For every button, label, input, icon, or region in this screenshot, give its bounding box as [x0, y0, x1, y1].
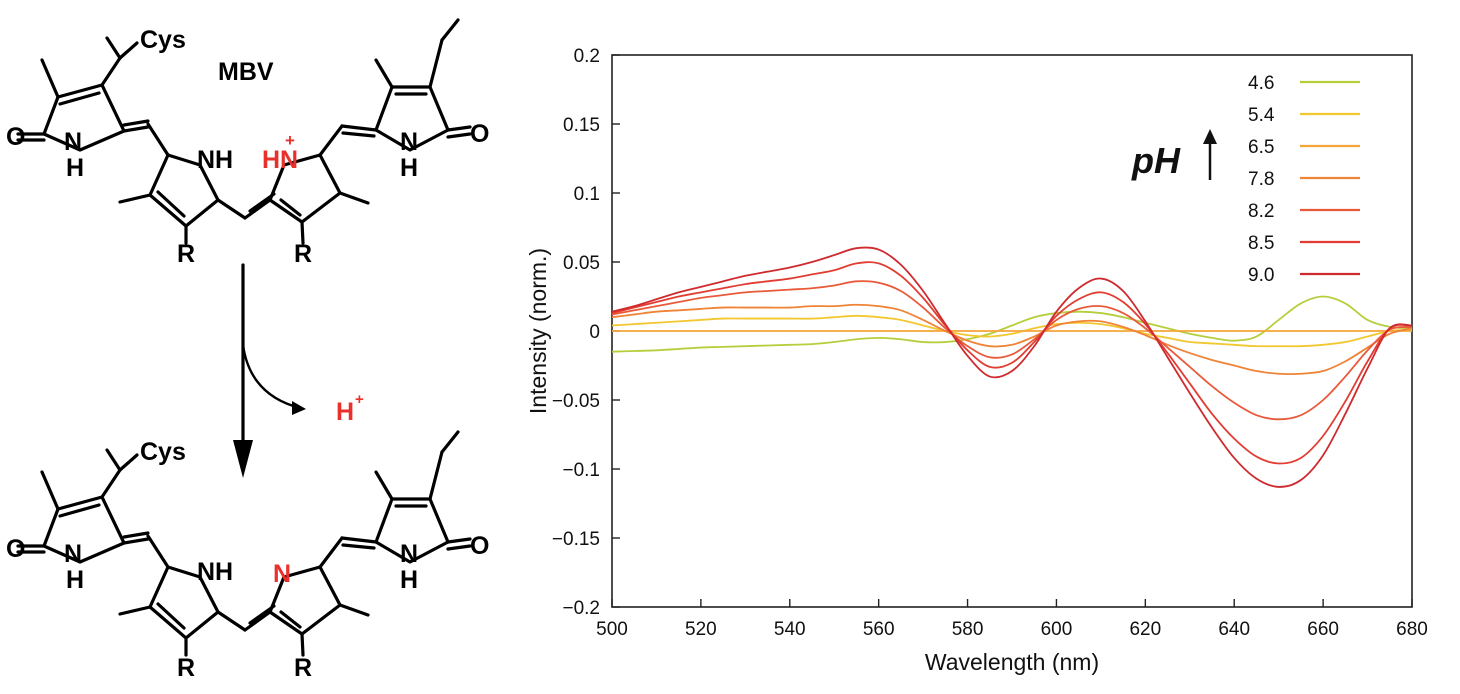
y-tick-label: 0.1 [574, 184, 600, 205]
atom-n-ring-d-bottom: N [400, 540, 418, 568]
x-axis-title: Wavelength (nm) [925, 649, 1099, 675]
series-line-ph-4-6 [611, 295, 1413, 353]
series-line-ph-9-0 [611, 246, 1413, 488]
atom-n-ring-d: N [400, 128, 418, 156]
atom-hn-protonated: HN [262, 146, 298, 174]
series-lines [611, 246, 1413, 488]
x-tick-label: 660 [1307, 619, 1339, 640]
x-tick-label: 520 [685, 619, 717, 640]
atom-o-ring-d: O [470, 120, 489, 148]
legend-label-ph-6-5: 6.5 [1248, 137, 1274, 158]
mbv-label: MBV [218, 58, 274, 86]
y-tick-label: 0.2 [574, 46, 600, 67]
r-label-ring-b-bottom: R [177, 654, 195, 682]
reaction-arrow: H + [233, 263, 364, 478]
legend-label-ph-5-4: 5.4 [1248, 105, 1275, 126]
cys-label-bottom: Cys [140, 438, 186, 466]
molecule-deprotonated: O N H Cys NH R N R N H O [6, 430, 489, 682]
x-tick-label: 540 [774, 619, 806, 640]
series-line-ph-8-2 [611, 280, 1413, 421]
legend-label-ph-7-8: 7.8 [1248, 169, 1274, 190]
series-line-ph-7-8 [611, 303, 1413, 376]
atom-n-deprotonated: N [273, 560, 291, 588]
y-tick-label: 0.05 [563, 253, 600, 274]
atom-o-ring-a-bottom: O [6, 535, 25, 563]
x-tick-label: 560 [863, 619, 895, 640]
x-tick-label: 680 [1396, 619, 1428, 640]
r-label-ring-c: R [294, 240, 312, 268]
series-line-ph-8-5 [611, 261, 1413, 465]
legend-label-ph-8-5: 8.5 [1248, 233, 1274, 254]
y-tick-label: −0.1 [562, 460, 600, 481]
y-tick-label: 0 [589, 322, 600, 343]
y-axis-title: Intensity (norm.) [525, 248, 551, 414]
cys-label-top: Cys [140, 26, 186, 54]
r-label-ring-c-bottom: R [294, 654, 312, 682]
molecule-protonated: O N H Cys MBV NH R HN + R N H O [6, 18, 489, 268]
atom-h-ring-d: H [400, 154, 418, 182]
legend-label-ph-8-2: 8.2 [1248, 201, 1274, 222]
released-proton-label: H [336, 398, 354, 426]
legend: 4.6 5.4 6.5 7.8 8.2 8.5 9.0 [1248, 73, 1360, 286]
atom-o-ring-a: O [6, 123, 25, 151]
x-tick-label: 500 [596, 619, 628, 640]
ph-up-arrow-head [1203, 129, 1217, 144]
x-tick-label: 580 [952, 619, 984, 640]
legend-label-ph-4-6: 4.6 [1248, 73, 1274, 94]
y-tick-label: −0.05 [552, 391, 600, 412]
x-tick-label: 600 [1041, 619, 1073, 640]
series-line-ph-5-4 [611, 314, 1413, 348]
deprotonation-scheme: O N H Cys MBV NH R HN + R N H O H + [6, 18, 489, 682]
axis-ticks: 500 520 540 560 580 600 620 640 660 680 −0.2 −0.15 −… [552, 46, 1428, 640]
atom-h-ring-a: H [66, 154, 84, 182]
atom-h-ring-a-bottom: H [66, 566, 84, 594]
y-tick-label: −0.15 [552, 529, 600, 550]
atom-o-ring-d-bottom: O [470, 532, 489, 560]
charge-plus: + [285, 131, 295, 150]
atom-nh-ring-b-bottom: NH [197, 558, 233, 586]
y-tick-label: −0.2 [562, 598, 600, 619]
y-tick-label: 0.15 [563, 115, 600, 136]
atom-n-ring-a: N [64, 128, 82, 156]
ph-annotation-label: pH [1131, 140, 1181, 181]
legend-label-ph-9-0: 9.0 [1248, 265, 1274, 286]
x-tick-label: 640 [1218, 619, 1250, 640]
ph-annotation: pH [1131, 129, 1217, 181]
ph-difference-spectrum-chart: 500 520 540 560 580 600 620 640 660 680 −0.2 −0.15 −… [525, 46, 1428, 675]
x-tick-label: 620 [1129, 619, 1161, 640]
r-label-ring-b: R [177, 240, 195, 268]
atom-h-ring-d-bottom: H [400, 566, 418, 594]
atom-n-ring-a-bottom: N [64, 540, 82, 568]
released-proton-charge: + [355, 391, 364, 408]
atom-nh-ring-b: NH [197, 146, 233, 174]
